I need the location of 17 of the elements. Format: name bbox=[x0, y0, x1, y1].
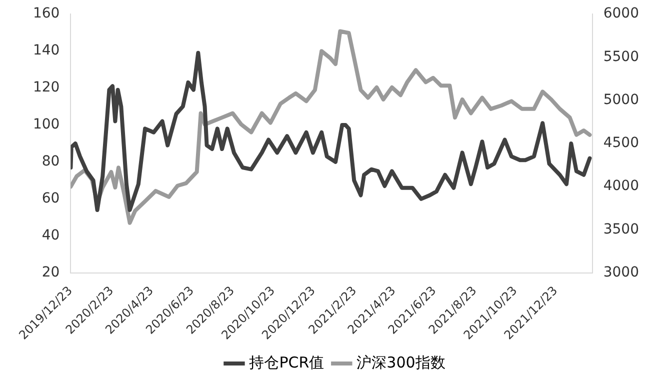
y-tick-label: 100 bbox=[32, 116, 60, 133]
y-tick-label: 80 bbox=[42, 154, 60, 170]
y-tick-label: 60 bbox=[42, 190, 60, 207]
y2-tick-label: 5500 bbox=[603, 48, 640, 65]
y-tick-label: 20 bbox=[42, 264, 60, 281]
y2-tick-label: 4000 bbox=[603, 178, 640, 194]
y2-tick-label: 3500 bbox=[603, 221, 640, 238]
y-tick-label: 160 bbox=[32, 6, 60, 22]
legend-label: 沪深300指数 bbox=[356, 353, 446, 372]
y2-tick-label: 6000 bbox=[603, 6, 640, 22]
y2-tick-label: 4500 bbox=[603, 135, 640, 152]
y-tick-label: 140 bbox=[32, 42, 60, 59]
y-tick-label: 40 bbox=[42, 228, 60, 244]
y-tick-label: 120 bbox=[32, 80, 60, 96]
legend-label: 持仓PCR值 bbox=[249, 353, 324, 372]
y2-tick-label: 5000 bbox=[603, 92, 640, 108]
y2-tick-label: 3000 bbox=[603, 264, 640, 281]
